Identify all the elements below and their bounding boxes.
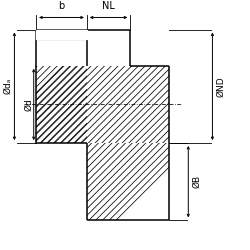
Text: Ød: Ød	[24, 98, 34, 111]
Text: ØND: ØND	[216, 76, 225, 96]
Polygon shape	[36, 30, 130, 66]
Polygon shape	[36, 30, 130, 39]
Text: b: b	[58, 2, 64, 12]
Polygon shape	[36, 30, 87, 39]
Polygon shape	[36, 66, 169, 143]
Polygon shape	[5, 8, 246, 249]
Text: NL: NL	[102, 2, 115, 12]
Text: ØB: ØB	[192, 175, 201, 188]
Text: Ødₐ: Ødₐ	[4, 78, 13, 94]
Polygon shape	[87, 143, 169, 220]
